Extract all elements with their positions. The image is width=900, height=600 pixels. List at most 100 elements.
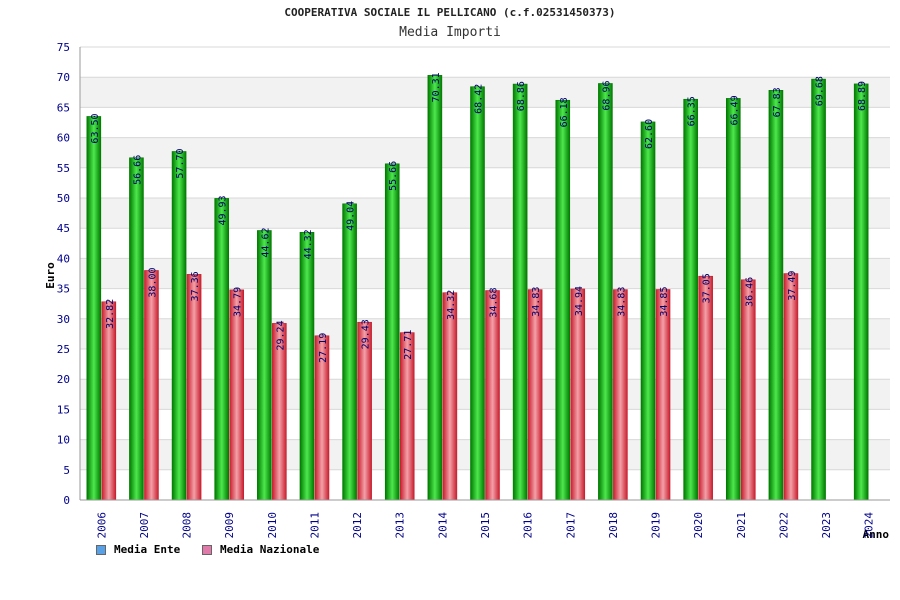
x-tick-label: 2020 bbox=[692, 512, 705, 539]
x-tick-label: 2008 bbox=[181, 512, 194, 539]
data-label-nazionale: 34.79 bbox=[233, 287, 244, 317]
x-tick-label: 2010 bbox=[266, 512, 279, 539]
bar-nazionale bbox=[527, 289, 543, 501]
data-label-nazionale: 38.00 bbox=[147, 267, 158, 297]
bar-ente bbox=[171, 151, 187, 501]
bar-nazionale bbox=[186, 274, 202, 501]
legend-swatch-nazionale bbox=[202, 544, 212, 555]
legend-label-nazionale: Media Nazionale bbox=[220, 543, 320, 556]
data-label-nazionale: 32.82 bbox=[105, 299, 116, 329]
data-label-nazionale: 37.36 bbox=[190, 271, 201, 301]
data-label-ente: 57.70 bbox=[175, 148, 186, 178]
y-tick-label: 25 bbox=[57, 343, 70, 356]
bar-ente bbox=[811, 78, 826, 501]
y-tick-label: 55 bbox=[57, 162, 70, 175]
bar-nazionale bbox=[613, 289, 628, 501]
y-axis-label: Euro bbox=[44, 262, 57, 289]
data-label-nazionale: 37.49 bbox=[787, 271, 798, 301]
data-label-ente: 69.68 bbox=[815, 76, 826, 106]
x-tick-label: 2021 bbox=[735, 512, 748, 539]
bar-ente bbox=[683, 98, 698, 501]
y-tick-label: 0 bbox=[63, 494, 70, 507]
data-label-nazionale: 34.94 bbox=[574, 286, 585, 316]
data-label-ente: 66.49 bbox=[729, 95, 740, 125]
y-tick-label: 65 bbox=[57, 101, 70, 114]
x-tick-label: 2012 bbox=[351, 512, 364, 539]
data-label-nazionale: 34.32 bbox=[446, 290, 457, 320]
bar-ente bbox=[725, 98, 741, 501]
grid-band bbox=[80, 137, 890, 168]
y-tick-label: 75 bbox=[57, 41, 70, 54]
data-label-ente: 67.83 bbox=[772, 87, 783, 117]
data-label-ente: 56.66 bbox=[132, 155, 143, 185]
data-label-ente: 66.18 bbox=[559, 97, 570, 127]
bar-nazionale bbox=[783, 273, 799, 501]
data-label-ente: 63.50 bbox=[90, 113, 101, 143]
grid-band bbox=[80, 318, 890, 349]
x-tick-label: 2006 bbox=[95, 512, 108, 539]
bar-ente bbox=[598, 83, 613, 501]
bar-nazionale bbox=[698, 275, 713, 501]
legend-ente: Media Ente bbox=[96, 543, 180, 556]
data-label-ente: 49.93 bbox=[218, 195, 229, 225]
grid-band bbox=[80, 77, 890, 108]
data-label-nazionale: 36.46 bbox=[744, 277, 755, 307]
x-tick-label: 2009 bbox=[223, 512, 236, 539]
bar-ente bbox=[768, 90, 784, 501]
chart-subtitle: Media Importi bbox=[399, 25, 501, 40]
data-label-ente: 44.62 bbox=[260, 227, 271, 257]
grid-band bbox=[80, 439, 890, 470]
bar-nazionale bbox=[570, 288, 586, 501]
bar-ente bbox=[384, 163, 400, 501]
data-label-nazionale: 27.71 bbox=[403, 330, 414, 360]
x-tick-label: 2017 bbox=[564, 512, 577, 539]
x-tick-label: 2016 bbox=[522, 512, 535, 539]
y-tick-label: 15 bbox=[57, 403, 70, 416]
bar-ente bbox=[555, 99, 571, 501]
y-tick-label: 40 bbox=[57, 252, 70, 265]
data-label-ente: 49.04 bbox=[346, 201, 357, 231]
data-label-nazionale: 37.05 bbox=[702, 273, 713, 303]
bar-nazionale bbox=[442, 292, 458, 501]
bar-nazionale bbox=[740, 279, 756, 501]
legend-swatch-ente bbox=[96, 544, 106, 555]
bar-ente bbox=[86, 116, 102, 501]
data-label-ente: 55.66 bbox=[388, 161, 399, 191]
bar-ente bbox=[342, 203, 357, 501]
bar-ente bbox=[129, 157, 144, 501]
data-label-nazionale: 34.83 bbox=[531, 287, 542, 317]
y-tick-label: 10 bbox=[57, 434, 70, 447]
bar-ente bbox=[640, 121, 656, 501]
x-tick-label: 2022 bbox=[777, 512, 790, 539]
x-axis-label: Anno bbox=[863, 528, 890, 541]
legend-label-ente: Media Ente bbox=[114, 543, 181, 556]
legend-nazionale: Media Nazionale bbox=[202, 543, 319, 556]
chart-title: COOPERATIVA SOCIALE IL PELLICANO (c.f.02… bbox=[284, 6, 616, 19]
x-tick-label: 2023 bbox=[820, 512, 833, 539]
data-label-ente: 70.31 bbox=[431, 72, 442, 102]
y-tick-label: 45 bbox=[57, 222, 70, 235]
x-tick-label: 2014 bbox=[436, 512, 449, 539]
bar-ente bbox=[214, 198, 230, 501]
data-label-nazionale: 34.85 bbox=[659, 287, 670, 317]
bar-ente bbox=[470, 86, 485, 501]
x-tick-label: 2024 bbox=[863, 512, 876, 539]
x-tick-label: 2018 bbox=[607, 512, 620, 539]
y-tick-label: 20 bbox=[57, 373, 70, 386]
data-label-ente: 44.32 bbox=[303, 229, 314, 259]
data-label-ente: 68.86 bbox=[516, 81, 527, 111]
bar-nazionale bbox=[229, 289, 245, 501]
grid-band bbox=[80, 379, 890, 410]
grid-band bbox=[80, 258, 890, 289]
bar-nazionale bbox=[655, 289, 671, 501]
data-label-ente: 68.96 bbox=[601, 80, 612, 110]
bar-ente bbox=[853, 83, 869, 501]
bar-nazionale bbox=[485, 290, 500, 501]
data-label-ente: 68.42 bbox=[474, 84, 485, 114]
bar-ente bbox=[257, 230, 272, 501]
bar-ente bbox=[299, 232, 315, 501]
data-label-ente: 62.60 bbox=[644, 119, 655, 149]
bar-ente bbox=[512, 83, 528, 501]
data-label-nazionale: 29.24 bbox=[275, 320, 286, 350]
